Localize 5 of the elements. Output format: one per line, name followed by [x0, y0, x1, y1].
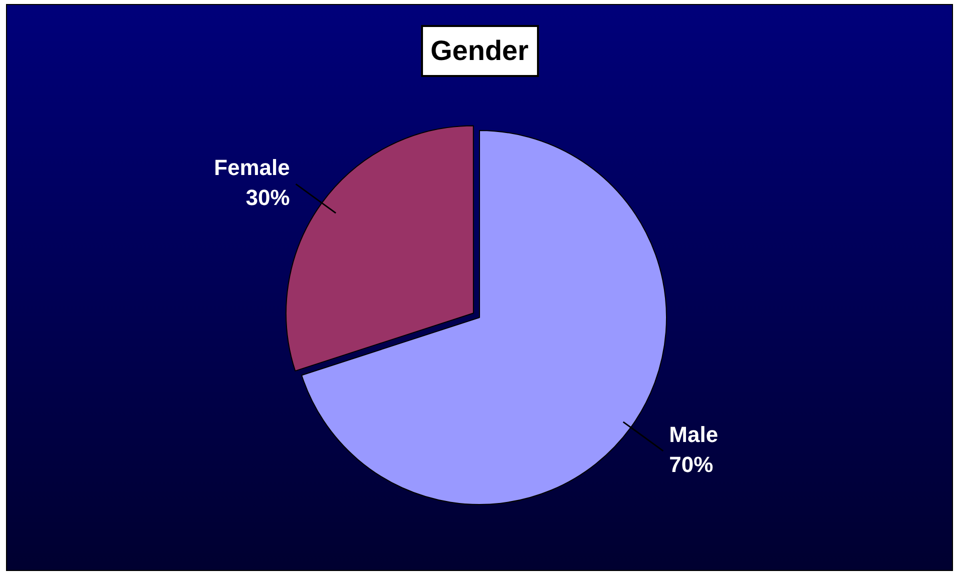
- data-label: 70%: [669, 452, 714, 477]
- chart-title: Gender: [420, 25, 539, 77]
- data-label: 30%: [246, 185, 290, 210]
- slice-label: Female: [214, 155, 290, 180]
- slice-label: Male: [669, 422, 718, 447]
